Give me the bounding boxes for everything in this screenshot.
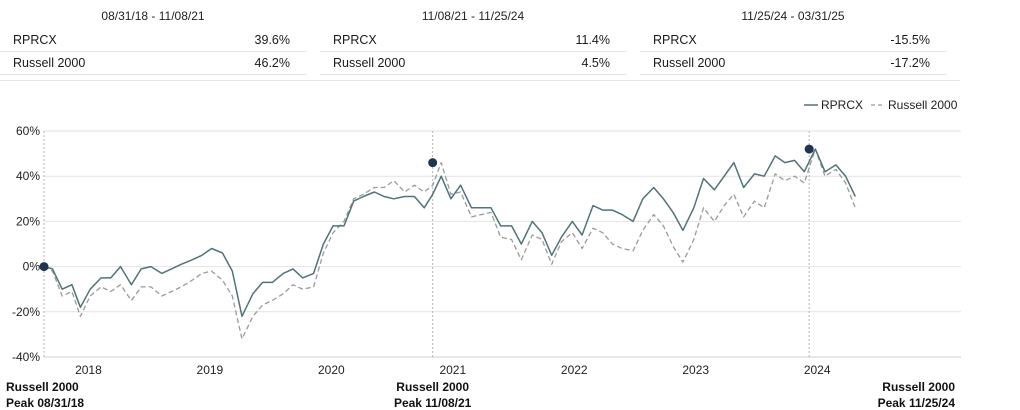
- performance-line-chart: -40% -20% 0% 20% 40% 60% 2018 2019 2020 2021 2022…: [6, 98, 961, 410]
- y-axis: -40% -20% 0% 20% 40% 60%: [12, 124, 40, 364]
- series-lines: [43, 148, 856, 340]
- period-row: Russell 2000 46.2%: [0, 52, 306, 75]
- peak-labels: Russell 2000 Peak 08/31/18 Russell 2000 Pea…: [6, 380, 955, 410]
- peak-marker: [39, 262, 49, 272]
- y-tick-label: -40%: [12, 350, 40, 364]
- table-divider: [0, 80, 960, 81]
- x-tick-label: 2018: [75, 363, 102, 377]
- y-tick-label: 20%: [16, 214, 40, 228]
- peak-markers: [39, 144, 814, 272]
- y-tick-label: -20%: [12, 305, 40, 319]
- peak-marker: [804, 144, 814, 154]
- fund-name: RPRCX: [333, 33, 377, 47]
- series-line-russell-2000: [43, 148, 856, 340]
- index-return: 46.2%: [254, 56, 290, 70]
- period-row: RPRCX -15.5%: [640, 29, 946, 52]
- period-range: 11/08/21 - 11/25/24: [421, 9, 525, 23]
- series-line-rprcx: [43, 148, 856, 318]
- x-tick-label: 2020: [318, 363, 345, 377]
- x-tick-label: 2021: [439, 363, 466, 377]
- period-returns-table: 08/31/18 - 11/08/21 RPRCX 39.6% Russell …: [0, 0, 960, 80]
- grid: [44, 130, 961, 358]
- peak-label-date: Peak 08/31/18: [6, 396, 84, 410]
- period-row: Russell 2000 4.5%: [320, 52, 626, 75]
- index-return: -17.2%: [890, 56, 930, 70]
- fund-name: RPRCX: [13, 33, 57, 47]
- index-return: 4.5%: [581, 56, 611, 70]
- legend: RPRCX Russell 2000: [804, 98, 958, 112]
- index-name: Russell 2000: [333, 56, 406, 70]
- period-row: RPRCX 39.6%: [0, 29, 306, 52]
- x-tick-label: 2023: [682, 363, 709, 377]
- x-tick-label: 2024: [804, 363, 831, 377]
- fund-return: 39.6%: [254, 33, 290, 47]
- peak-label-index: Russell 2000: [6, 380, 79, 394]
- peak-lines: [43, 131, 810, 357]
- y-tick-label: 40%: [16, 169, 40, 183]
- legend-label-russell: Russell 2000: [888, 98, 958, 112]
- period-range: 08/31/18 - 11/08/21: [101, 9, 205, 23]
- peak-marker: [428, 158, 438, 168]
- y-tick-label: 0%: [23, 260, 41, 274]
- x-tick-label: 2022: [561, 363, 588, 377]
- index-name: Russell 2000: [653, 56, 726, 70]
- peak-label-date: Peak 11/08/21: [394, 396, 472, 410]
- legend-label-rprcx: RPRCX: [821, 98, 863, 112]
- peak-label-date: Peak 11/25/24: [878, 396, 956, 410]
- period-range: 11/25/24 - 03/31/25: [741, 9, 845, 23]
- period-row: Russell 2000 -17.2%: [640, 52, 946, 75]
- fund-name: RPRCX: [653, 33, 697, 47]
- x-tick-label: 2019: [197, 363, 224, 377]
- index-name: Russell 2000: [13, 56, 86, 70]
- period-row: RPRCX 11.4%: [320, 29, 626, 52]
- peak-label-index: Russell 2000: [882, 380, 955, 394]
- peak-label-index: Russell 2000: [396, 380, 469, 394]
- x-axis: 2018 2019 2020 2021 2022 2023 2024: [75, 363, 831, 377]
- y-tick-label: 60%: [16, 124, 40, 138]
- fund-return: -15.5%: [890, 33, 930, 47]
- fund-return: 11.4%: [575, 33, 610, 47]
